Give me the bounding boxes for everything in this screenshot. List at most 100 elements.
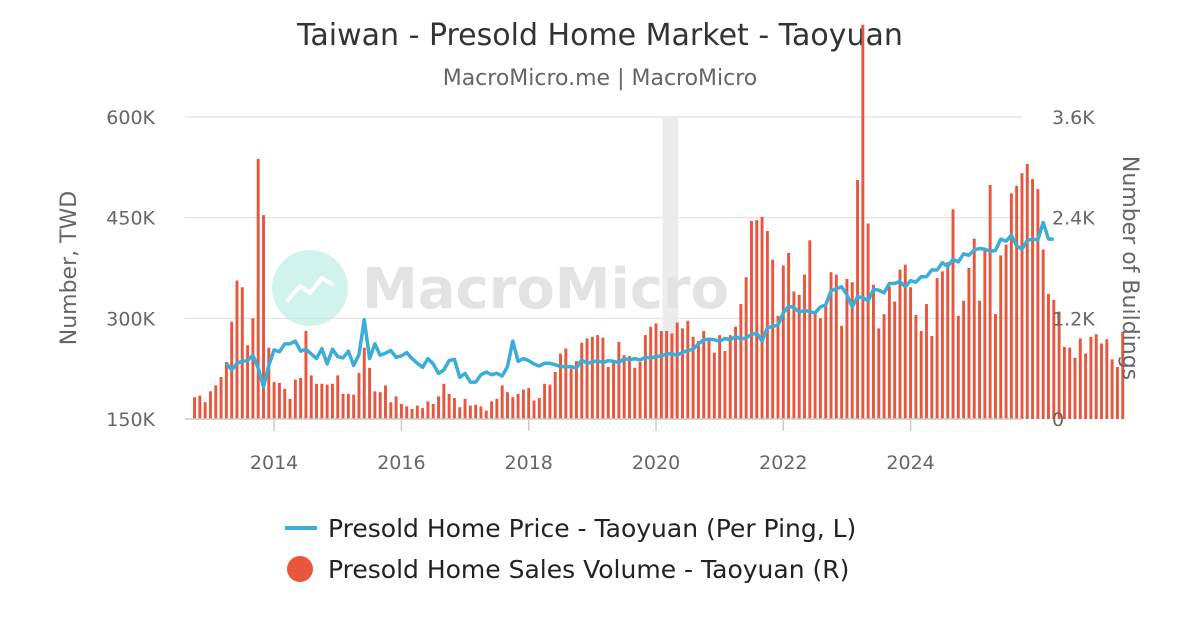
volume-bar xyxy=(506,392,509,419)
volume-bar xyxy=(580,342,584,419)
volume-bar xyxy=(797,294,801,419)
volume-bar xyxy=(516,393,520,419)
volume-bar xyxy=(495,398,499,419)
volume-bar xyxy=(1009,193,1013,419)
volume-bar xyxy=(1004,244,1008,419)
volume-bar xyxy=(203,402,207,419)
watermark-logo-chart-icon xyxy=(286,276,334,302)
volume-bar xyxy=(755,220,759,419)
volume-bar xyxy=(988,184,992,419)
volume-bar xyxy=(956,315,960,419)
volume-bar xyxy=(845,278,849,419)
volume-bar xyxy=(532,400,536,419)
volume-bar xyxy=(771,259,775,419)
volume-bar xyxy=(1062,346,1066,419)
chart-title: Taiwan - Presold Home Market - Taoyuan xyxy=(296,18,903,53)
volume-bar xyxy=(681,328,684,419)
volume-bar xyxy=(240,287,244,419)
volume-bar xyxy=(1105,339,1109,419)
volume-bar xyxy=(829,272,833,419)
volume-bar xyxy=(877,328,881,419)
volume-bar xyxy=(299,377,303,419)
watermark: MacroMicro xyxy=(272,250,729,326)
volume-bar xyxy=(787,252,791,419)
left-axis-title: Number, TWD xyxy=(57,191,82,346)
x-tick-label: 2022 xyxy=(759,452,807,474)
x-tick-label: 2014 xyxy=(250,452,298,474)
volume-bar xyxy=(543,383,547,419)
volume-bar xyxy=(235,280,239,419)
volume-bar xyxy=(808,240,812,419)
volume-bar xyxy=(405,406,409,419)
volume-bar xyxy=(734,326,738,419)
volume-bar xyxy=(352,394,356,419)
volume-bar xyxy=(686,320,690,419)
volume-bar xyxy=(707,338,711,419)
legend-item-price[interactable]: Presold Home Price - Taoyuan (Per Ping, … xyxy=(285,514,856,543)
volume-bar xyxy=(882,314,886,419)
volume-bar xyxy=(277,382,281,419)
volume-bar xyxy=(893,301,897,419)
x-tick-label: 2016 xyxy=(377,452,425,474)
volume-bar xyxy=(628,356,631,419)
left-tick-label: 150K xyxy=(106,409,155,431)
volume-bar xyxy=(1073,357,1077,419)
volume-bar xyxy=(903,264,907,419)
volume-bar xyxy=(718,335,722,419)
volume-bar xyxy=(585,338,589,419)
volume-bar xyxy=(696,340,700,419)
volume-bar xyxy=(293,379,297,419)
legend-label-price: Presold Home Price - Taoyuan (Per Ping, … xyxy=(328,514,856,543)
volume-bar xyxy=(336,375,340,419)
right-tick-label: 0 xyxy=(1052,409,1064,431)
volume-bar xyxy=(1036,189,1040,419)
volume-bar xyxy=(750,221,753,419)
volume-bar xyxy=(978,300,981,419)
volume-bar xyxy=(967,268,971,419)
chart-subtitle: MacroMicro.me | MacroMicro xyxy=(443,66,758,91)
volume-bar xyxy=(840,325,844,419)
volume-bar xyxy=(1084,353,1088,419)
volume-bar xyxy=(251,318,255,419)
volume-bar xyxy=(601,337,605,419)
volume-bar xyxy=(951,209,955,419)
volume-bar xyxy=(410,408,414,419)
volume-bar xyxy=(341,393,345,419)
volume-bar xyxy=(1115,366,1119,419)
volume-bar xyxy=(818,318,822,419)
volume-bar xyxy=(1078,338,1082,419)
left-tick-label: 600K xyxy=(106,107,155,129)
volume-bar xyxy=(527,387,531,419)
volume-bar xyxy=(511,397,515,419)
volume-bar xyxy=(866,223,870,419)
volume-bar xyxy=(914,314,918,419)
volume-bar xyxy=(389,402,393,419)
volume-bar xyxy=(559,353,562,419)
volume-bar xyxy=(1089,336,1093,419)
left-tick-label: 300K xyxy=(106,308,155,330)
x-axis-ticks: 2014 2016 2018 2020 2022 2024 xyxy=(185,418,1022,474)
volume-bar xyxy=(887,286,891,419)
volume-bar xyxy=(930,335,934,419)
volume-bar xyxy=(1031,179,1035,419)
left-tick-label: 450K xyxy=(106,208,155,230)
volume-bar xyxy=(1100,343,1103,419)
right-axis-ticks: 0 1.2K 2.4K 3.6K xyxy=(1052,107,1095,431)
volume-bar xyxy=(612,361,616,419)
legend-item-volume[interactable]: Presold Home Sales Volume - Taoyuan (R) xyxy=(287,555,849,584)
volume-bar xyxy=(813,313,817,419)
volume-bars xyxy=(193,24,1125,419)
volume-bar xyxy=(346,393,350,419)
volume-bar xyxy=(1121,331,1125,419)
watermark-text: MacroMicro xyxy=(362,257,729,322)
legend: Presold Home Price - Taoyuan (Per Ping, … xyxy=(285,514,856,584)
volume-bar xyxy=(426,401,430,419)
volume-bar xyxy=(198,395,202,419)
volume-bar xyxy=(415,405,419,419)
volume-bar xyxy=(458,407,462,419)
volume-bar xyxy=(850,282,854,419)
volume-bar xyxy=(553,372,557,419)
price-line xyxy=(224,220,1054,389)
volume-bar xyxy=(872,284,875,419)
x-tick-label: 2018 xyxy=(505,452,553,474)
